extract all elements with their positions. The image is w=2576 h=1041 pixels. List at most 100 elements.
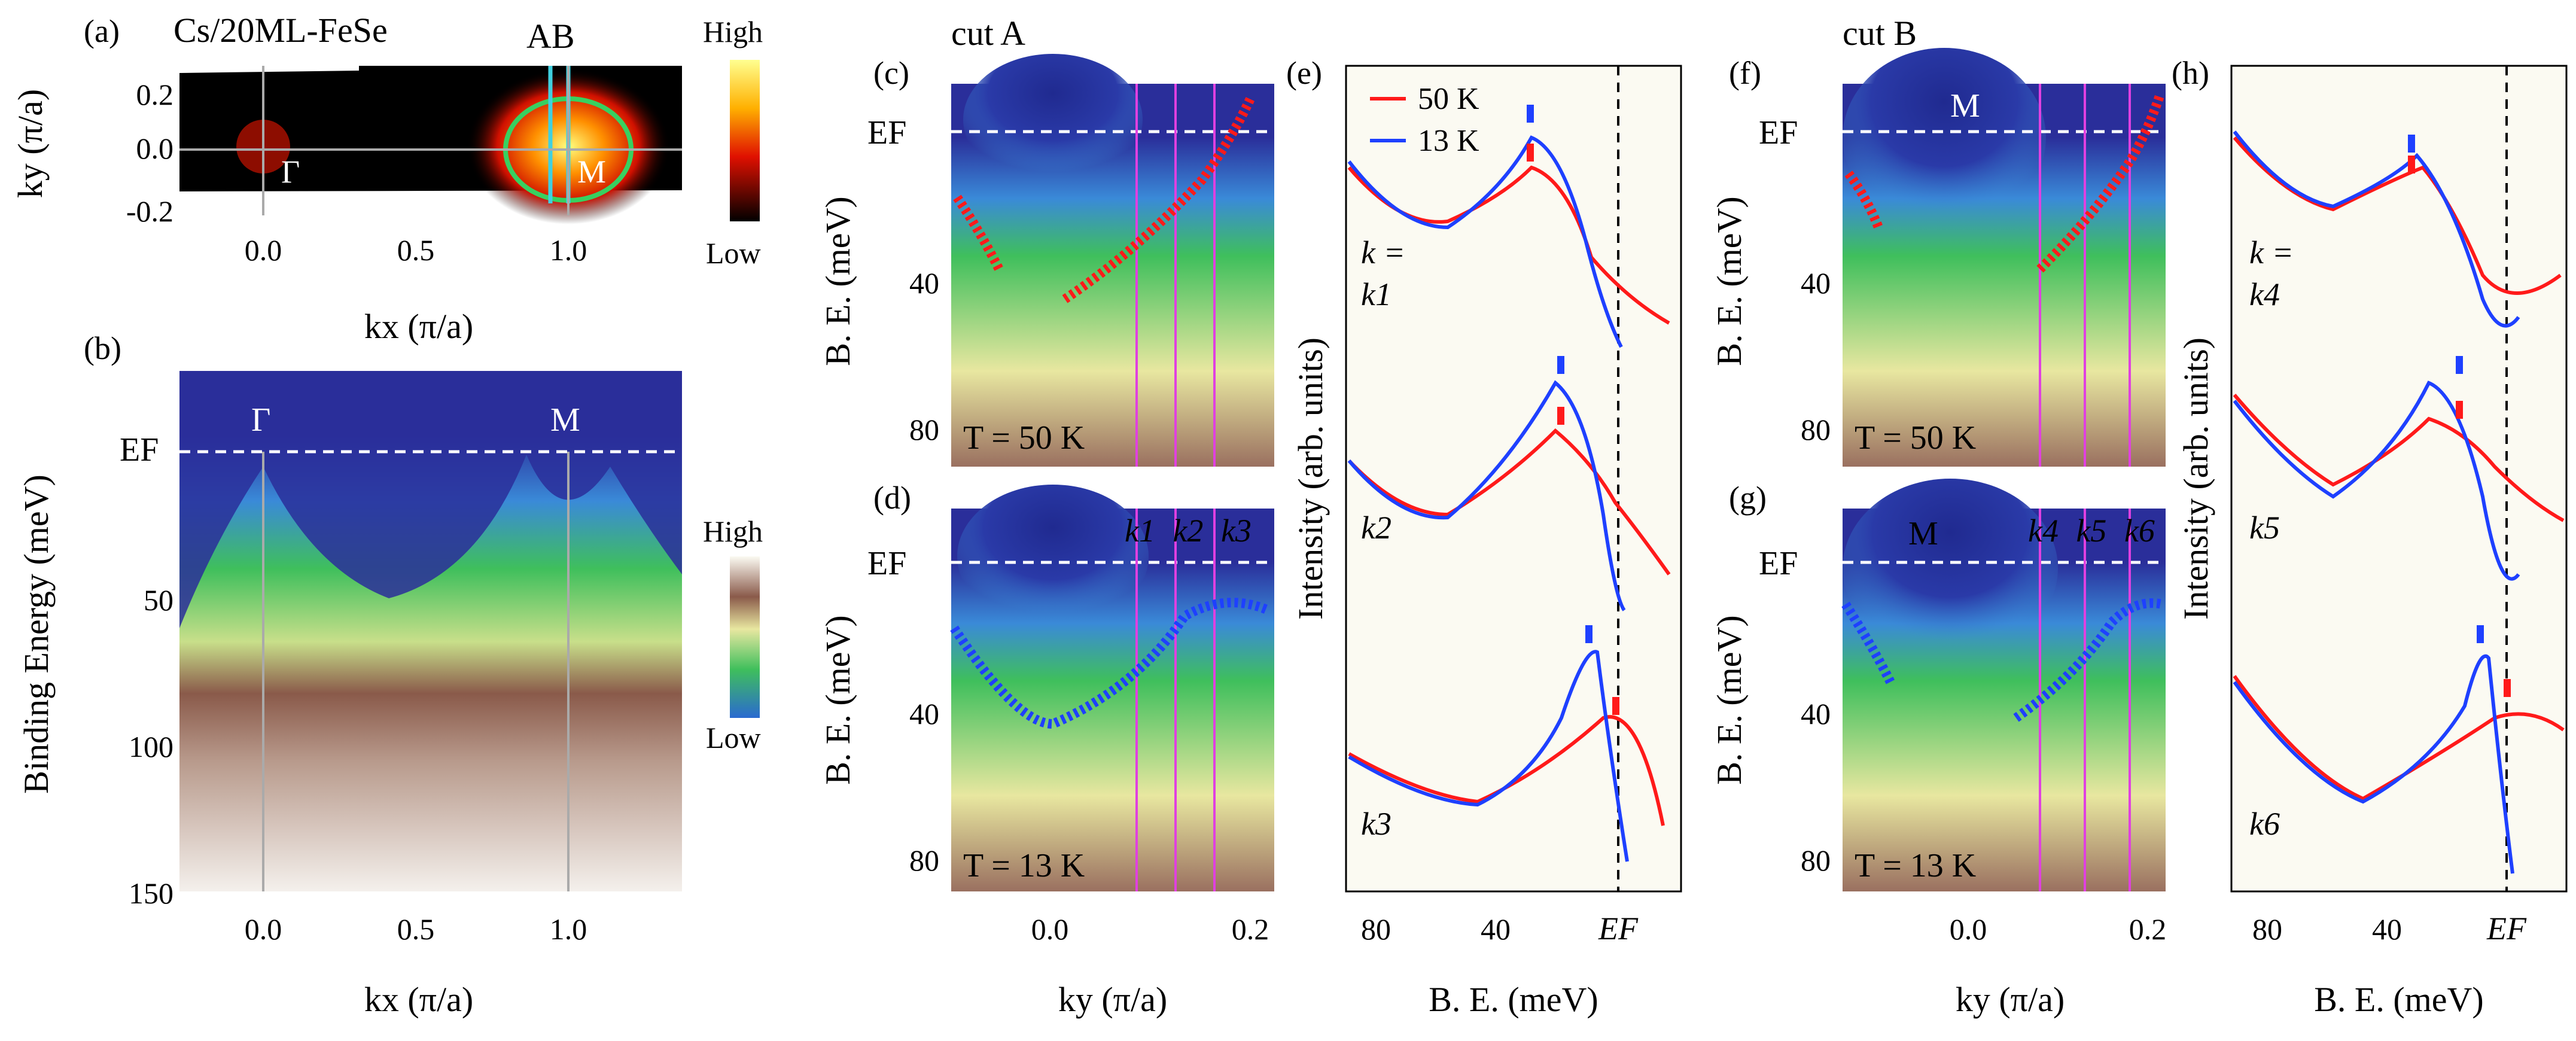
panel-a-label: (a) (84, 13, 120, 49)
panel-h-label: (h) (2172, 55, 2209, 91)
panel-g: (g) M k4 k5 k6 EF 40 80 T = 13 K 0.0 0.2… (1710, 479, 2166, 1019)
panel-g-xtick-2: 0.2 (2129, 912, 2167, 946)
panel-e-label: (e) (1286, 55, 1322, 91)
panel-a-xtick-2: 0.5 (397, 233, 435, 267)
panel-b-label: (b) (84, 330, 121, 366)
panel-g-xlabel: ky (π/a) (1956, 980, 2065, 1019)
e-k-eq: k = (1361, 235, 1405, 270)
k2-label: k2 (1173, 513, 1203, 549)
panel-f-title: cut B (1843, 14, 1917, 53)
panel-g-m: M (1908, 515, 1938, 552)
panel-d-label: (d) (873, 480, 911, 516)
panel-g-ef: EF (1759, 545, 1798, 582)
panel-a: (a) Cs/20ML-FeSe AB Γ M 0.2 0.0 -0.2 0.0… (11, 11, 763, 346)
e-curve-k3-50k (1348, 715, 1665, 826)
e-xtick-2: 40 (1481, 912, 1511, 946)
panel-b-m: M (550, 401, 580, 439)
e-xtick-1: 80 (1361, 912, 1391, 946)
panel-d-ylabel: B. E. (meV) (818, 615, 857, 785)
panel-g-ytick-1: 40 (1801, 697, 1831, 730)
h-curve-k6-13k (2233, 654, 2514, 874)
panel-c-temp: T = 50 K (963, 419, 1085, 456)
panel-a-ytick-1: 0.2 (136, 78, 174, 111)
k5-label: k5 (2076, 513, 2106, 549)
h-xtick-3: EF (2486, 911, 2527, 946)
panel-c-ylabel: B. E. (meV) (818, 196, 857, 366)
panel-c-title: cut A (951, 14, 1025, 53)
panel-f-ytick-1: 40 (1801, 266, 1831, 300)
e-legend-13k: 13 K (1418, 124, 1479, 158)
panel-d-xtick-2: 0.2 (1232, 912, 1269, 946)
panel-b-cb-high: High (703, 515, 763, 548)
h-ylabel: Intensity (arb. units) (2176, 337, 2215, 620)
panel-a-cb-low: Low (706, 236, 761, 270)
panel-c-ytick-1: 40 (909, 266, 939, 300)
panel-f-ef: EF (1759, 114, 1798, 151)
panel-d: (d) k1 k2 k3 EF 40 80 T = 13 K 0.0 0.2 k… (818, 480, 1274, 1019)
h-curve-k4-13k (2233, 130, 2520, 328)
panel-e: (e) 50 K 13 K k = k1 k2 k3 80 40 EF B. E… (1286, 55, 1682, 1019)
panel-g-label: (g) (1729, 480, 1767, 516)
panel-b-xtick-2: 0.5 (397, 912, 435, 946)
panel-b-ef: EF (120, 431, 159, 468)
h-curve-k5-50k (2233, 394, 2565, 522)
panel-d-xtick-1: 0.0 (1031, 912, 1069, 946)
panel-d-temp: T = 13 K (963, 847, 1085, 884)
e-curve-k2-13k (1347, 380, 1626, 611)
panel-g-k-labels: k4 k5 k6 (2028, 513, 2155, 549)
k6-label: k6 (2124, 513, 2155, 549)
panel-c-label: (c) (873, 55, 909, 91)
panel-e-frame (1345, 65, 1682, 893)
h-xlabel: B. E. (meV) (2314, 980, 2484, 1019)
panel-g-ylabel: B. E. (meV) (1710, 615, 1749, 785)
panel-d-k-labels: k1 k2 k3 (1125, 513, 1252, 549)
panel-d-xlabel: ky (π/a) (1058, 980, 1167, 1019)
panel-a-xtick-1: 0.0 (245, 233, 282, 267)
panel-b-xtick-1: 0.0 (245, 912, 282, 946)
e-legend-50k: 50 K (1418, 82, 1479, 116)
panel-g-xtick-1: 0.0 (1950, 912, 1987, 946)
panel-a-cb-high: High (703, 15, 763, 48)
h-curve-label-3: k6 (2249, 806, 2280, 842)
k3-label: k3 (1221, 513, 1252, 549)
panel-a-title: Cs/20ML-FeSe (173, 11, 388, 50)
h-xtick-2: 40 (2372, 912, 2402, 946)
e-xlabel: B. E. (meV) (1429, 980, 1598, 1019)
panel-f-label: (f) (1729, 55, 1761, 91)
h-k-eq: k = (2249, 235, 2294, 270)
panel-a-xlabel: kx (π/a) (364, 307, 473, 346)
panel-f-m: M (1950, 87, 1980, 124)
e-curve-k2-50k (1347, 428, 1671, 576)
panel-b-ytick-2: 100 (129, 730, 173, 763)
panel-b: (b) Γ M EF 50 100 150 0.0 0.5 1.0 kx (π/… (17, 330, 763, 1019)
e-ylabel: Intensity (arb. units) (1291, 337, 1330, 620)
e-curve-k3-13k (1348, 650, 1629, 862)
panel-b-ytick-1: 50 (144, 583, 173, 617)
panel-b-ytick-3: 150 (129, 876, 173, 910)
e-curve-k1-13k (1347, 135, 1623, 348)
panel-f: (f) cut B M EF 40 80 T = 50 K B. E. (meV… (1710, 14, 2166, 467)
panel-a-ytick-3: -0.2 (126, 194, 173, 228)
panel-c-ef: EF (867, 114, 906, 151)
panel-a-xtick-3: 1.0 (550, 233, 587, 267)
h-curve-k5-13k (2233, 381, 2520, 581)
panel-d-ytick-2: 80 (909, 844, 939, 877)
panel-h: (h) k = k4 k5 k6 80 40 EF B. E. (meV) In… (2172, 55, 2568, 1019)
h-curve-label-1: k4 (2249, 276, 2280, 312)
panel-h-frame (2230, 65, 2568, 893)
panel-g-temp: T = 13 K (1855, 847, 1976, 884)
panel-a-cut-labels: AB (526, 17, 575, 56)
panel-d-ytick-1: 40 (909, 697, 939, 730)
panel-a-gamma: Γ (281, 154, 300, 190)
panel-c-ytick-2: 80 (909, 413, 939, 446)
panel-g-ytick-2: 80 (1801, 844, 1831, 877)
panel-a-colorbar (730, 60, 760, 221)
h-curve-label-2: k5 (2249, 510, 2280, 546)
panel-b-gamma: Γ (251, 401, 270, 439)
panel-b-colorbar (730, 556, 760, 718)
panel-b-ylabel: Binding Energy (meV) (17, 474, 56, 794)
k4-label: k4 (2028, 513, 2059, 549)
panel-f-temp: T = 50 K (1855, 419, 1976, 456)
e-curve-label-3: k3 (1361, 806, 1391, 842)
